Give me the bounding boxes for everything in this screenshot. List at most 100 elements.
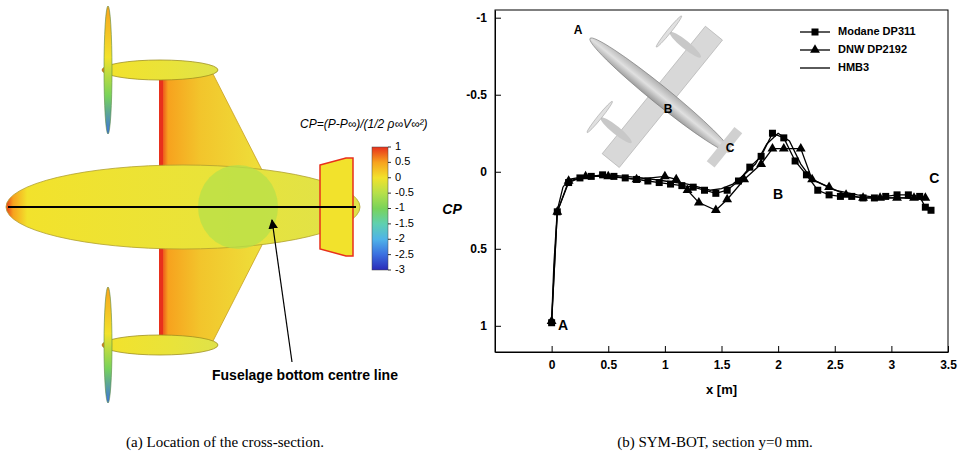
x-tick-label: 2.5 [827, 358, 844, 372]
inset-label: A [574, 23, 583, 37]
y-axis-line [495, 11, 496, 353]
inset-nacelle [667, 29, 703, 60]
x-tick: 1.5 [714, 346, 731, 372]
series-marker [683, 185, 693, 194]
y-tick-label: -1 [476, 11, 487, 25]
x-tick-label: 2 [775, 358, 782, 372]
y-tick-mark [495, 326, 501, 327]
series-marker [814, 187, 821, 194]
colorbar-tick [388, 270, 391, 271]
series-marker [712, 190, 719, 197]
colorbar-tick [388, 223, 391, 224]
series-marker [875, 192, 885, 201]
series-marker [796, 143, 806, 152]
plot-area [547, 130, 935, 326]
aircraft [6, 6, 360, 403]
y-tick-label: -0.5 [466, 88, 487, 102]
nacelle [102, 335, 218, 355]
series-marker [671, 174, 681, 183]
colorbar-tick [388, 193, 391, 194]
series-marker [581, 171, 591, 180]
plot-frame [495, 10, 948, 352]
x-tick-label: 0.5 [600, 358, 617, 372]
inset-fuselage [584, 31, 735, 158]
y-tick-label: 1 [480, 319, 487, 333]
panel-a: 10.50-0.5-1-1.5-2-2.5-3CP=(P-P∞)/(1/2 ρ∞… [6, 6, 428, 451]
x-tick-mark [891, 346, 892, 352]
y-tick-label: 0 [480, 165, 487, 179]
legend: Modane DP311 DNW DP2192 HMB3 [800, 25, 916, 73]
propeller [104, 287, 112, 403]
x-tick-mark [948, 346, 949, 352]
x-tick-mark [722, 346, 723, 352]
caption: (a) Location of the cross-section. [126, 434, 324, 451]
x-axis-line [496, 352, 949, 353]
series-marker [694, 197, 704, 206]
colorbar-tick-label: -3 [395, 263, 405, 275]
colorbar-title: CP=(P-P∞)/(1/2 ρ∞V∞²) [300, 117, 428, 131]
series-marker [768, 143, 778, 152]
x-tick-label: 1 [662, 358, 669, 372]
colorbar-tick [388, 162, 391, 163]
annotation: A [558, 317, 568, 333]
inset-tail [707, 127, 742, 167]
y-tick: 1 [480, 319, 501, 333]
series-marker [722, 194, 732, 203]
x-axis: 0 0.5 1 1.5 2 2.5 3 3.5 [496, 346, 958, 372]
y-tick: -0.5 [466, 88, 501, 102]
y-tick-mark [495, 95, 501, 96]
x-tick-label: 0 [549, 358, 556, 372]
colorbar-tick-label: -0.5 [395, 186, 414, 198]
annotation: Fuselage bottom centre line [212, 367, 398, 383]
inset-aircraft [538, 0, 781, 215]
colorbar-tick [388, 147, 391, 148]
y-axis: 1 0.5 0 -0.5 -1 [466, 11, 501, 353]
legend-marker [812, 29, 819, 36]
colorbar-tick-label: 0.5 [395, 155, 410, 167]
x-tick: 3 [889, 346, 896, 372]
y-tick-mark [495, 249, 501, 250]
colorbar-bar [372, 147, 388, 270]
y-axis-title: CP [442, 201, 462, 217]
legend-marker [810, 44, 820, 53]
y-tick: -1 [476, 11, 501, 25]
inset-propeller [586, 100, 614, 134]
y-tick: 0.5 [470, 242, 501, 256]
series-marker [711, 205, 721, 214]
inset-propeller [655, 15, 683, 49]
colorbar-tick-label: -1.5 [395, 217, 414, 229]
legend-label: DNW DP2192 [838, 43, 907, 55]
centre-line [8, 206, 356, 208]
x-tick: 3.5 [940, 346, 957, 372]
colorbar-tick-label: -1 [395, 201, 405, 213]
x-tick: 1 [662, 346, 669, 372]
fuselage [6, 165, 360, 249]
series-marker [660, 171, 670, 180]
series-marker [826, 191, 833, 198]
x-tick-mark [665, 346, 666, 352]
series-marker [892, 192, 902, 201]
x-tick-mark [552, 346, 553, 352]
colorbar-tick-label: 0 [395, 171, 401, 183]
x-tick-mark [608, 346, 609, 352]
x-tick: 2.5 [827, 346, 844, 372]
x-tick: 0 [549, 346, 556, 372]
colorbar-tick [388, 254, 391, 255]
nacelle [102, 60, 218, 80]
series-line [552, 133, 931, 322]
inset-label: B [664, 102, 673, 116]
colorbar-tick-label: -2 [395, 232, 405, 244]
annotation: B [773, 186, 783, 202]
legend-label: HMB3 [838, 61, 869, 73]
annotation-arrow [272, 220, 292, 362]
x-tick-mark [778, 346, 779, 352]
x-tick-mark [835, 346, 836, 352]
propeller [104, 6, 112, 134]
legend-label: Modane DP311 [838, 25, 916, 37]
x-tick-label: 3.5 [940, 358, 957, 372]
colorbar-tick [388, 208, 391, 209]
x-axis-title: x [m] [706, 382, 737, 397]
y-tick-mark [495, 18, 501, 19]
caption: (b) SYM-BOT, section y=0 mm. [617, 434, 813, 451]
colorbar-tick-label: -2.5 [395, 248, 414, 260]
